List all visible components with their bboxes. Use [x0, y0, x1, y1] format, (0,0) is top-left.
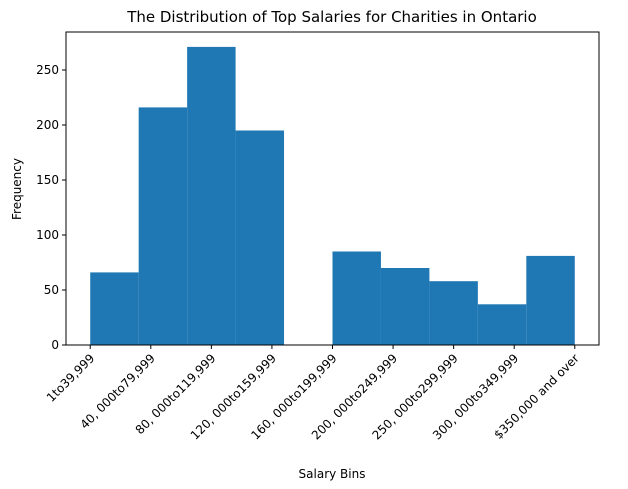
- y-tick-label: 250: [36, 63, 59, 77]
- y-tick-label: 100: [36, 228, 59, 242]
- y-axis: 0 50 100 150 200 250: [36, 63, 66, 352]
- histogram-bar-7: [380, 268, 430, 345]
- histogram-bar-8: [429, 281, 478, 345]
- histogram-bar-6: [332, 251, 381, 345]
- chart-title: The Distribution of Top Salaries for Cha…: [126, 8, 537, 26]
- histogram-bar-9: [477, 304, 527, 345]
- bars-group: [90, 46, 575, 346]
- histogram-bar-2: [138, 107, 188, 346]
- x-axis-label: Salary Bins: [299, 467, 366, 481]
- histogram-bar-1: [90, 272, 139, 345]
- histogram-bar-4: [235, 130, 285, 345]
- y-tick-label: 200: [36, 118, 59, 132]
- y-axis-label: Frequency: [10, 158, 24, 220]
- y-tick-label: 150: [36, 173, 59, 187]
- y-tick-label: 0: [51, 338, 59, 352]
- histogram-bar-3: [187, 46, 236, 346]
- x-tick-label: 1to39,999: [44, 351, 98, 405]
- histogram-bar-10: [526, 255, 575, 345]
- y-tick-label: 50: [44, 283, 59, 297]
